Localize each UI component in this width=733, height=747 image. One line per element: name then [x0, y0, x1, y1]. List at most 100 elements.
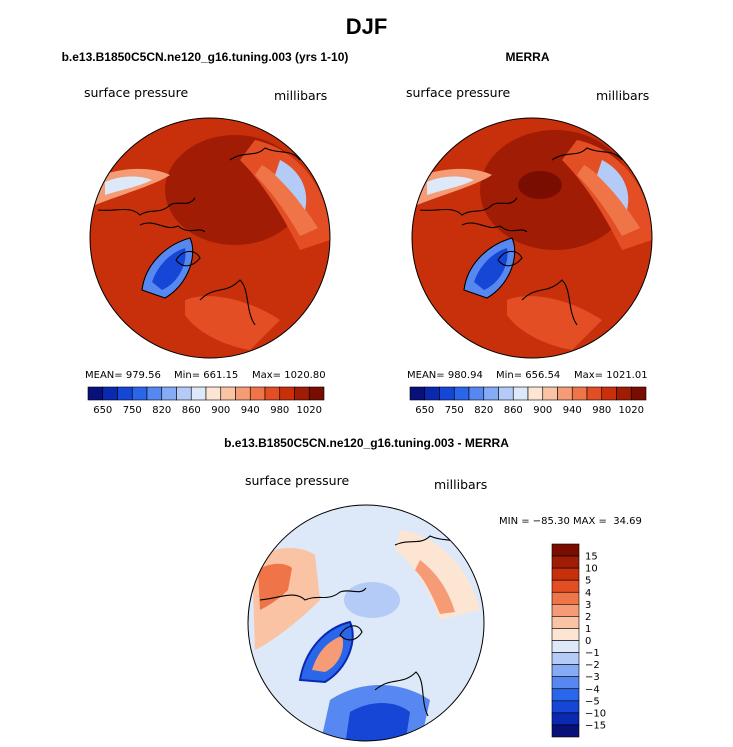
- panel-3-colorbar-tick-label: 10: [585, 564, 598, 575]
- panel-3-colorbar-tick-label: −4: [585, 684, 600, 695]
- panel-2-colorbar-box: [616, 386, 632, 401]
- panel-1-colorbar-box: [205, 386, 222, 401]
- panel-3-colorbar-tick-label: −3: [585, 672, 600, 683]
- panel-3-title: b.e13.B1850C5CN.ne120_g16.tuning.003 - M…: [224, 436, 509, 450]
- panel-1-mean-stat: MEAN= 979.56: [85, 370, 161, 381]
- panel-1-field-asia-highland: [255, 165, 318, 236]
- panel-3-units-label: millibars: [434, 477, 488, 492]
- panel-2-field-tibet: [597, 160, 629, 210]
- panel-2-colorbar-box: [498, 386, 514, 401]
- panel-3-colorbar-box: [551, 712, 580, 726]
- panel-1-colorbar-tick-label: 860: [182, 405, 201, 416]
- panel-3-variable-label: surface pressure: [245, 473, 350, 488]
- panel-2-units-label: millibars: [596, 88, 650, 103]
- panel-2-colorbar-tick-label: 860: [504, 405, 523, 416]
- panel-3-colorbar-tick-label: 4: [585, 588, 591, 599]
- panel-1-colorbar-box: [264, 386, 281, 401]
- panel-1-colorbar-box: [308, 386, 325, 401]
- panel-3-colorbar-tick-label: 1: [585, 624, 591, 635]
- panel-3-colorbar-tick-label: −1: [585, 648, 600, 659]
- panel-3-colorbar-box: [551, 543, 580, 557]
- panel-3-field-north-america-strong: [258, 563, 292, 610]
- panel-1-max-stat: Max= 1020.80: [252, 370, 326, 381]
- panel-1-variable-label: surface pressure: [84, 85, 189, 100]
- panel-3-field-greenland-pos: [312, 636, 344, 672]
- panel-2-colorbar-box: [630, 386, 647, 401]
- panel-2-min-stat: Min= 656.54: [496, 370, 561, 381]
- panel-1-colorbar-box: [190, 386, 207, 401]
- panel-1-colorbar-box: [279, 386, 295, 401]
- panel-3-polar-map: [247, 504, 485, 742]
- panel-1-polar-map: [89, 117, 331, 359]
- panel-1-colorbar-box: [87, 386, 104, 401]
- panel-3-field-arctic-neg: [344, 582, 400, 618]
- panel-2-field-atlantic: [507, 296, 602, 350]
- panel-2-title: MERRA: [505, 50, 550, 64]
- panel-2-colorbar-box: [571, 386, 588, 401]
- panel-3-colorbar-box: [551, 616, 580, 629]
- panel-2-colorbar-tick-label: 900: [533, 405, 552, 416]
- panel-2-field-siberian-high: [518, 171, 562, 199]
- panel-2-field-rockies-core: [427, 176, 474, 195]
- panel-3-field-icelandic-low-core: [345, 703, 410, 741]
- panel-3-colorbar-box: [551, 567, 580, 581]
- panel-3-colorbar-tick-label: 15: [585, 552, 598, 563]
- panel-2-colorbar-box: [468, 386, 485, 401]
- panel-3-colorbar-box: [551, 604, 580, 617]
- panel-2-colorbar-box: [424, 386, 440, 401]
- panel-1-colorbar-box: [220, 386, 236, 401]
- panel-2-colorbar-box: [483, 386, 499, 401]
- panel-3-field-asia-pos: [395, 530, 480, 620]
- panel-1-colorbar-box: [176, 386, 192, 401]
- panel-2-colorbar-box: [439, 386, 455, 401]
- panel-1-colorbar-box: [235, 386, 251, 401]
- panel-2-colorbar-box: [453, 386, 470, 401]
- panel-3-colorbar-box: [551, 688, 580, 702]
- panel-1-colorbar-box: [102, 386, 118, 401]
- panel-3-map-border: [247, 504, 485, 742]
- figure-title: DJF: [345, 14, 388, 39]
- panel-1-field-atlantic: [185, 296, 280, 350]
- panel-1-colorbar-box: [117, 386, 133, 401]
- panel-1-colorbar-tick-label: 940: [241, 405, 260, 416]
- panel-2-mean-stat: MEAN= 980.94: [407, 370, 483, 381]
- panel-1-colorbar-box: [146, 386, 163, 401]
- panel-1-colorbar-tick-label: 1020: [297, 405, 322, 416]
- panel-3-colorbar-tick-label: 0: [585, 636, 591, 647]
- panel-3-colorbar-box: [551, 700, 580, 714]
- panel-2-colorbar-tick-label: 750: [445, 405, 464, 416]
- panel-1-colorbar-box: [249, 386, 266, 401]
- panel-2-colorbar-box: [527, 386, 544, 401]
- panel-2-colorbar-box: [542, 386, 558, 401]
- panel-1-colorbar-tick-label: 900: [211, 405, 230, 416]
- panel-1-title: b.e13.B1850C5CN.ne120_g16.tuning.003 (yr…: [61, 50, 349, 64]
- panel-1-units-label: millibars: [274, 88, 328, 103]
- panel-1-coastlines: [97, 147, 301, 326]
- panel-3-field-asia-strong: [415, 560, 455, 614]
- panel-3-colorbar-tick-label: −15: [585, 720, 606, 731]
- panel-3-colorbar-tick-label: 3: [585, 600, 591, 611]
- panel-1-colorbar-box: [161, 386, 177, 401]
- panel-1-colorbar-tick-label: 820: [152, 405, 171, 416]
- panel-3-colorbar-tick-label: −5: [585, 696, 600, 707]
- panel-3-colorbar-box: [551, 591, 580, 605]
- panel-2-colorbar-box: [512, 386, 529, 401]
- panel-2-colorbar-box: [601, 386, 617, 401]
- panel-2-colorbar-box: [586, 386, 603, 401]
- panel-1-colorbar-tick-label: 750: [123, 405, 142, 416]
- panel-2-coastlines: [419, 147, 623, 326]
- panel-2-colorbar-tick-label: 1020: [619, 405, 644, 416]
- panel-3-minmax-stat: MIN = −85.30 MAX = 34.69: [499, 516, 642, 527]
- panel-1-colorbar-box: [131, 386, 148, 401]
- panel-3-colorbar-box: [551, 640, 580, 653]
- panel-1-field-rockies-core: [105, 176, 152, 195]
- panel-2-colorbar-tick-label: 650: [415, 405, 434, 416]
- panel-1-map-border: [89, 117, 331, 359]
- panel-3-colorbar-box: [551, 555, 580, 569]
- panel-3-colorbar-box: [551, 628, 580, 641]
- panel-2-colorbar-tick-label: 940: [563, 405, 582, 416]
- panel-1-colorbar-tick-label: 650: [93, 405, 112, 416]
- panel-3-colorbar-tick-label: −10: [585, 708, 606, 719]
